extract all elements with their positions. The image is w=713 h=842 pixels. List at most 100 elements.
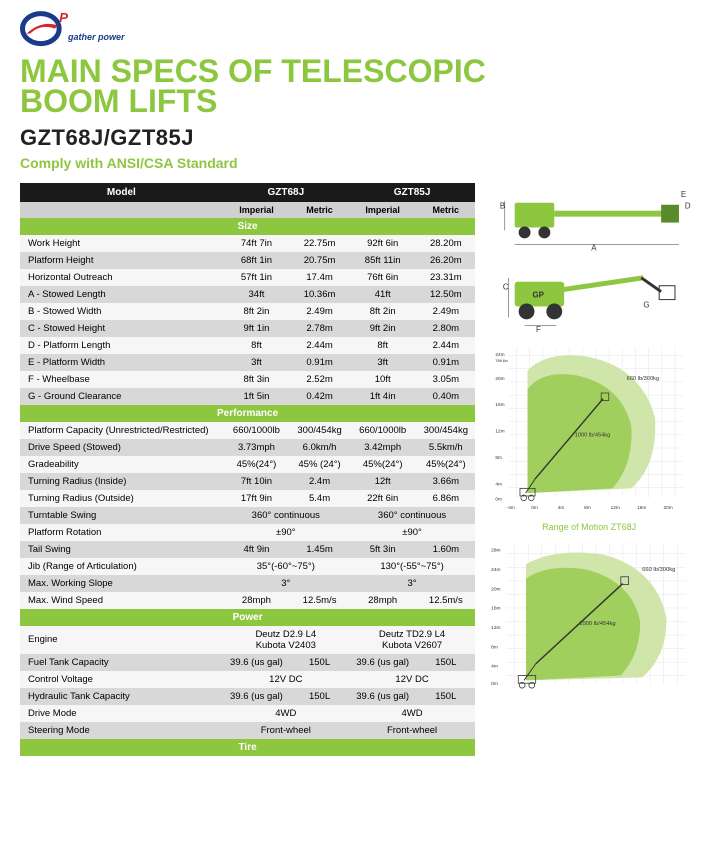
spec-label: Max. Working Slope bbox=[20, 575, 223, 592]
section-header: Tire bbox=[20, 739, 475, 756]
svg-text:660 lb/300kg: 660 lb/300kg bbox=[627, 376, 659, 382]
spec-val: 34ft bbox=[223, 286, 291, 303]
spec-row: A - Stowed Length34ft10.36m41ft12.50m bbox=[20, 286, 475, 303]
spec-val-a: Front-wheel bbox=[223, 722, 349, 739]
spec-val: 92ft 6in bbox=[349, 235, 417, 252]
spec-val: 2.4m bbox=[290, 473, 349, 490]
spec-val: 17.4m bbox=[290, 269, 349, 286]
spec-label: Control Voltage bbox=[20, 671, 223, 688]
spec-row: Tail Swing4ft 9in1.45m5ft 3in1.60m bbox=[20, 541, 475, 558]
spec-val-b: 4WD bbox=[349, 705, 475, 722]
svg-text:0m: 0m bbox=[491, 681, 498, 687]
svg-text:B: B bbox=[500, 202, 505, 211]
spec-label: Horizontal Outreach bbox=[20, 269, 223, 286]
spec-label: A - Stowed Length bbox=[20, 286, 223, 303]
spec-val: 12.50m bbox=[416, 286, 475, 303]
table-subheader-row: Imperial Metric Imperial Metric bbox=[20, 202, 475, 218]
logo-mark-icon: P bbox=[20, 10, 70, 48]
spec-row: Max. Working Slope3°3° bbox=[20, 575, 475, 592]
svg-text:A: A bbox=[591, 243, 597, 252]
spec-val: 150L bbox=[290, 654, 349, 671]
spec-val: 28.20m bbox=[416, 235, 475, 252]
spec-row: Steering ModeFront-wheelFront-wheel bbox=[20, 722, 475, 739]
svg-text:GP: GP bbox=[533, 291, 544, 300]
spec-row: Jib (Range of Articulation)35°(-60°~75°)… bbox=[20, 558, 475, 575]
subhdr-met2: Metric bbox=[416, 202, 475, 218]
spec-val: 6.86m bbox=[416, 490, 475, 507]
svg-text:4m: 4m bbox=[558, 505, 565, 511]
svg-text:0m: 0m bbox=[496, 497, 503, 503]
spec-val: 10.36m bbox=[290, 286, 349, 303]
spec-row: C - Stowed Height9ft 1in2.78m9ft 2in2.80… bbox=[20, 320, 475, 337]
spec-val-b: Deutz TD2.9 L4 Kubota V2607 bbox=[349, 626, 475, 654]
spec-row: Turntable Swing360° continuous360° conti… bbox=[20, 507, 475, 524]
spec-val: 150L bbox=[416, 688, 475, 705]
svg-text:12m: 12m bbox=[491, 625, 500, 631]
spec-val: 85ft 11in bbox=[349, 252, 417, 269]
spec-val: 41ft bbox=[349, 286, 417, 303]
spec-val: 8ft 2in bbox=[223, 303, 291, 320]
spec-val: 12ft bbox=[349, 473, 417, 490]
spec-row: Fuel Tank Capacity39.6 (us gal)150L39.6 … bbox=[20, 654, 475, 671]
spec-val-a: Deutz D2.9 L4 Kubota V2403 bbox=[223, 626, 349, 654]
section-header: Performance bbox=[20, 405, 475, 422]
spec-val: 1ft 4in bbox=[349, 388, 417, 405]
spec-val-b: 3° bbox=[349, 575, 475, 592]
side-view-diagram: GP C G F bbox=[485, 260, 693, 334]
spec-label: Drive Speed (Stowed) bbox=[20, 439, 223, 456]
spec-label: G - Ground Clearance bbox=[20, 388, 223, 405]
spec-val: 45%(24°) bbox=[416, 456, 475, 473]
spec-val-a: 3° bbox=[223, 575, 349, 592]
spec-val: 8ft 3in bbox=[223, 371, 291, 388]
spec-val: 2.78m bbox=[290, 320, 349, 337]
spec-label: Max. Wind Speed bbox=[20, 592, 223, 609]
spec-label: Platform Capacity (Unrestricted/Restrict… bbox=[20, 422, 223, 439]
spec-val: 1.60m bbox=[416, 541, 475, 558]
spec-label: F - Wheelbase bbox=[20, 371, 223, 388]
hdr-model1: GZT68J bbox=[223, 183, 349, 202]
spec-val-a: 12V DC bbox=[223, 671, 349, 688]
spec-val: 8ft bbox=[349, 337, 417, 354]
svg-text:G: G bbox=[644, 301, 650, 310]
spec-val: 3.05m bbox=[416, 371, 475, 388]
rom-caption: Range of Motion ZT68J bbox=[485, 522, 693, 532]
spec-val: 660/1000lb bbox=[349, 422, 417, 439]
spec-val: 3.73mph bbox=[223, 439, 291, 456]
spec-val-b: 130°(-55°~75°) bbox=[349, 558, 475, 575]
spec-val: 45%(24°) bbox=[223, 456, 291, 473]
spec-val: 1.45m bbox=[290, 541, 349, 558]
svg-text:1000 lb/454kg: 1000 lb/454kg bbox=[575, 433, 611, 439]
spec-row: Platform Height68ft 1in20.75m85ft 11in26… bbox=[20, 252, 475, 269]
spec-label: Turntable Swing bbox=[20, 507, 223, 524]
spec-val: 4ft 9in bbox=[223, 541, 291, 558]
svg-text:4m: 4m bbox=[491, 664, 498, 670]
spec-val: 0.42m bbox=[290, 388, 349, 405]
spec-val: 0.91m bbox=[416, 354, 475, 371]
spec-val: 74ft 7in bbox=[223, 235, 291, 252]
spec-label: Hydraulic Tank Capacity bbox=[20, 688, 223, 705]
spec-val: 5.5km/h bbox=[416, 439, 475, 456]
spec-val: 2.52m bbox=[290, 371, 349, 388]
spec-val-b: 360° continuous bbox=[349, 507, 475, 524]
spec-val: 2.44m bbox=[416, 337, 475, 354]
spec-val-a: ±90° bbox=[223, 524, 349, 541]
spec-row: Control Voltage12V DC12V DC bbox=[20, 671, 475, 688]
spec-val: 0.40m bbox=[416, 388, 475, 405]
spec-label: Gradeability bbox=[20, 456, 223, 473]
spec-val: 39.6 (us gal) bbox=[349, 688, 417, 705]
spec-val: 23.31m bbox=[416, 269, 475, 286]
svg-text:4m: 4m bbox=[496, 482, 503, 488]
spec-label: Steering Mode bbox=[20, 722, 223, 739]
spec-val: 300/454kg bbox=[290, 422, 349, 439]
spec-val: 3.42mph bbox=[349, 439, 417, 456]
spec-val: 68ft 1in bbox=[223, 252, 291, 269]
spec-row: Max. Wind Speed28mph12.5m/s28mph12.5m/s bbox=[20, 592, 475, 609]
spec-val-a: 360° continuous bbox=[223, 507, 349, 524]
comply-text: Comply with ANSI/CSA Standard bbox=[20, 155, 693, 171]
spec-val: 20.75m bbox=[290, 252, 349, 269]
spec-val: 3ft bbox=[349, 354, 417, 371]
spec-label: Turning Radius (Outside) bbox=[20, 490, 223, 507]
spec-row: G - Ground Clearance1ft 5in0.42m1ft 4in0… bbox=[20, 388, 475, 405]
spec-val: 150L bbox=[290, 688, 349, 705]
subhdr-blank bbox=[20, 202, 223, 218]
